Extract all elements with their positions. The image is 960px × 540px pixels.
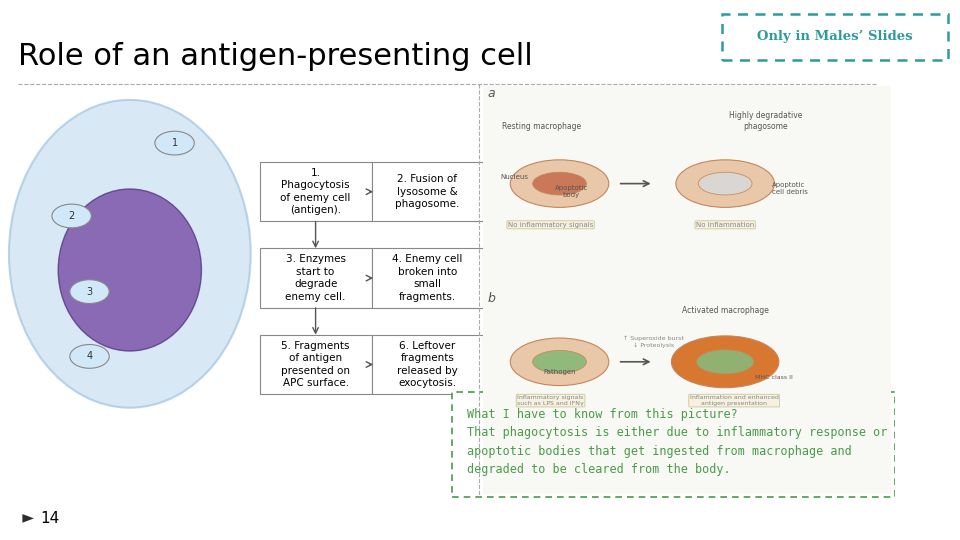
Ellipse shape (671, 336, 779, 388)
Ellipse shape (697, 350, 754, 374)
Circle shape (52, 204, 91, 228)
FancyBboxPatch shape (259, 335, 372, 394)
FancyBboxPatch shape (372, 335, 484, 394)
Text: What I have to know from this picture?
That phagocytosis is either due to inflam: What I have to know from this picture? T… (468, 408, 888, 476)
Text: 3. Enzymes
start to
degrade
enemy cell.: 3. Enzymes start to degrade enemy cell. (285, 254, 346, 302)
FancyBboxPatch shape (452, 392, 896, 497)
Ellipse shape (676, 160, 775, 207)
Text: Pathogen: Pathogen (543, 369, 576, 375)
Text: 4. Enemy cell
broken into
small
fragments.: 4. Enemy cell broken into small fragment… (393, 254, 463, 302)
Circle shape (155, 131, 194, 155)
Ellipse shape (698, 172, 752, 195)
FancyBboxPatch shape (259, 162, 372, 221)
Circle shape (70, 345, 109, 368)
Text: No inflammation: No inflammation (696, 222, 755, 228)
Text: Resting macrophage: Resting macrophage (502, 122, 581, 131)
Text: 6. Leftover
fragments
released by
exocytosis.: 6. Leftover fragments released by exocyt… (397, 341, 458, 388)
Text: 5. Fragments
of antigen
presented on
APC surface.: 5. Fragments of antigen presented on APC… (281, 341, 350, 388)
Circle shape (70, 280, 109, 303)
Text: Role of an antigen-presenting cell: Role of an antigen-presenting cell (18, 42, 533, 71)
Text: 4: 4 (86, 352, 92, 361)
Ellipse shape (9, 100, 251, 408)
Ellipse shape (59, 189, 202, 351)
Text: 2: 2 (68, 211, 75, 221)
Text: Highly degradative
phagosome: Highly degradative phagosome (729, 111, 803, 131)
Text: MHC class II: MHC class II (755, 375, 793, 380)
Text: 1.
Phagocytosis
of enemy cell
(antigen).: 1. Phagocytosis of enemy cell (antigen). (280, 168, 350, 215)
Text: Only in Males’ Slides: Only in Males’ Slides (757, 30, 913, 43)
Text: b: b (488, 292, 495, 306)
FancyBboxPatch shape (372, 162, 484, 221)
FancyBboxPatch shape (722, 14, 948, 60)
Text: 1: 1 (172, 138, 178, 148)
Text: No inflammatory signals: No inflammatory signals (508, 222, 593, 228)
Text: 2. Fusion of
lysosome &
phagosome.: 2. Fusion of lysosome & phagosome. (396, 174, 460, 209)
Text: Apoptotic
body: Apoptotic body (555, 185, 588, 198)
Ellipse shape (533, 350, 587, 373)
Polygon shape (22, 514, 34, 523)
Text: Inflammatory signals
such as LPS and IFNγ: Inflammatory signals such as LPS and IFN… (517, 395, 584, 406)
FancyBboxPatch shape (372, 248, 484, 308)
Text: a: a (488, 87, 495, 100)
Text: Nucleus: Nucleus (500, 174, 528, 180)
Text: Activated macrophage: Activated macrophage (682, 306, 769, 315)
Text: 14: 14 (40, 511, 60, 526)
Ellipse shape (511, 338, 609, 386)
Text: Apoptotic
cell debris: Apoptotic cell debris (772, 183, 807, 195)
Ellipse shape (511, 160, 609, 207)
Text: ↑ Superoxide burst
↓ Proteolysis: ↑ Superoxide burst ↓ Proteolysis (623, 336, 684, 348)
FancyBboxPatch shape (259, 248, 372, 308)
FancyBboxPatch shape (484, 86, 891, 494)
Ellipse shape (533, 172, 587, 195)
Text: 3: 3 (86, 287, 92, 296)
Text: Inflammation and enhanced
antigen presentation: Inflammation and enhanced antigen presen… (689, 395, 779, 406)
